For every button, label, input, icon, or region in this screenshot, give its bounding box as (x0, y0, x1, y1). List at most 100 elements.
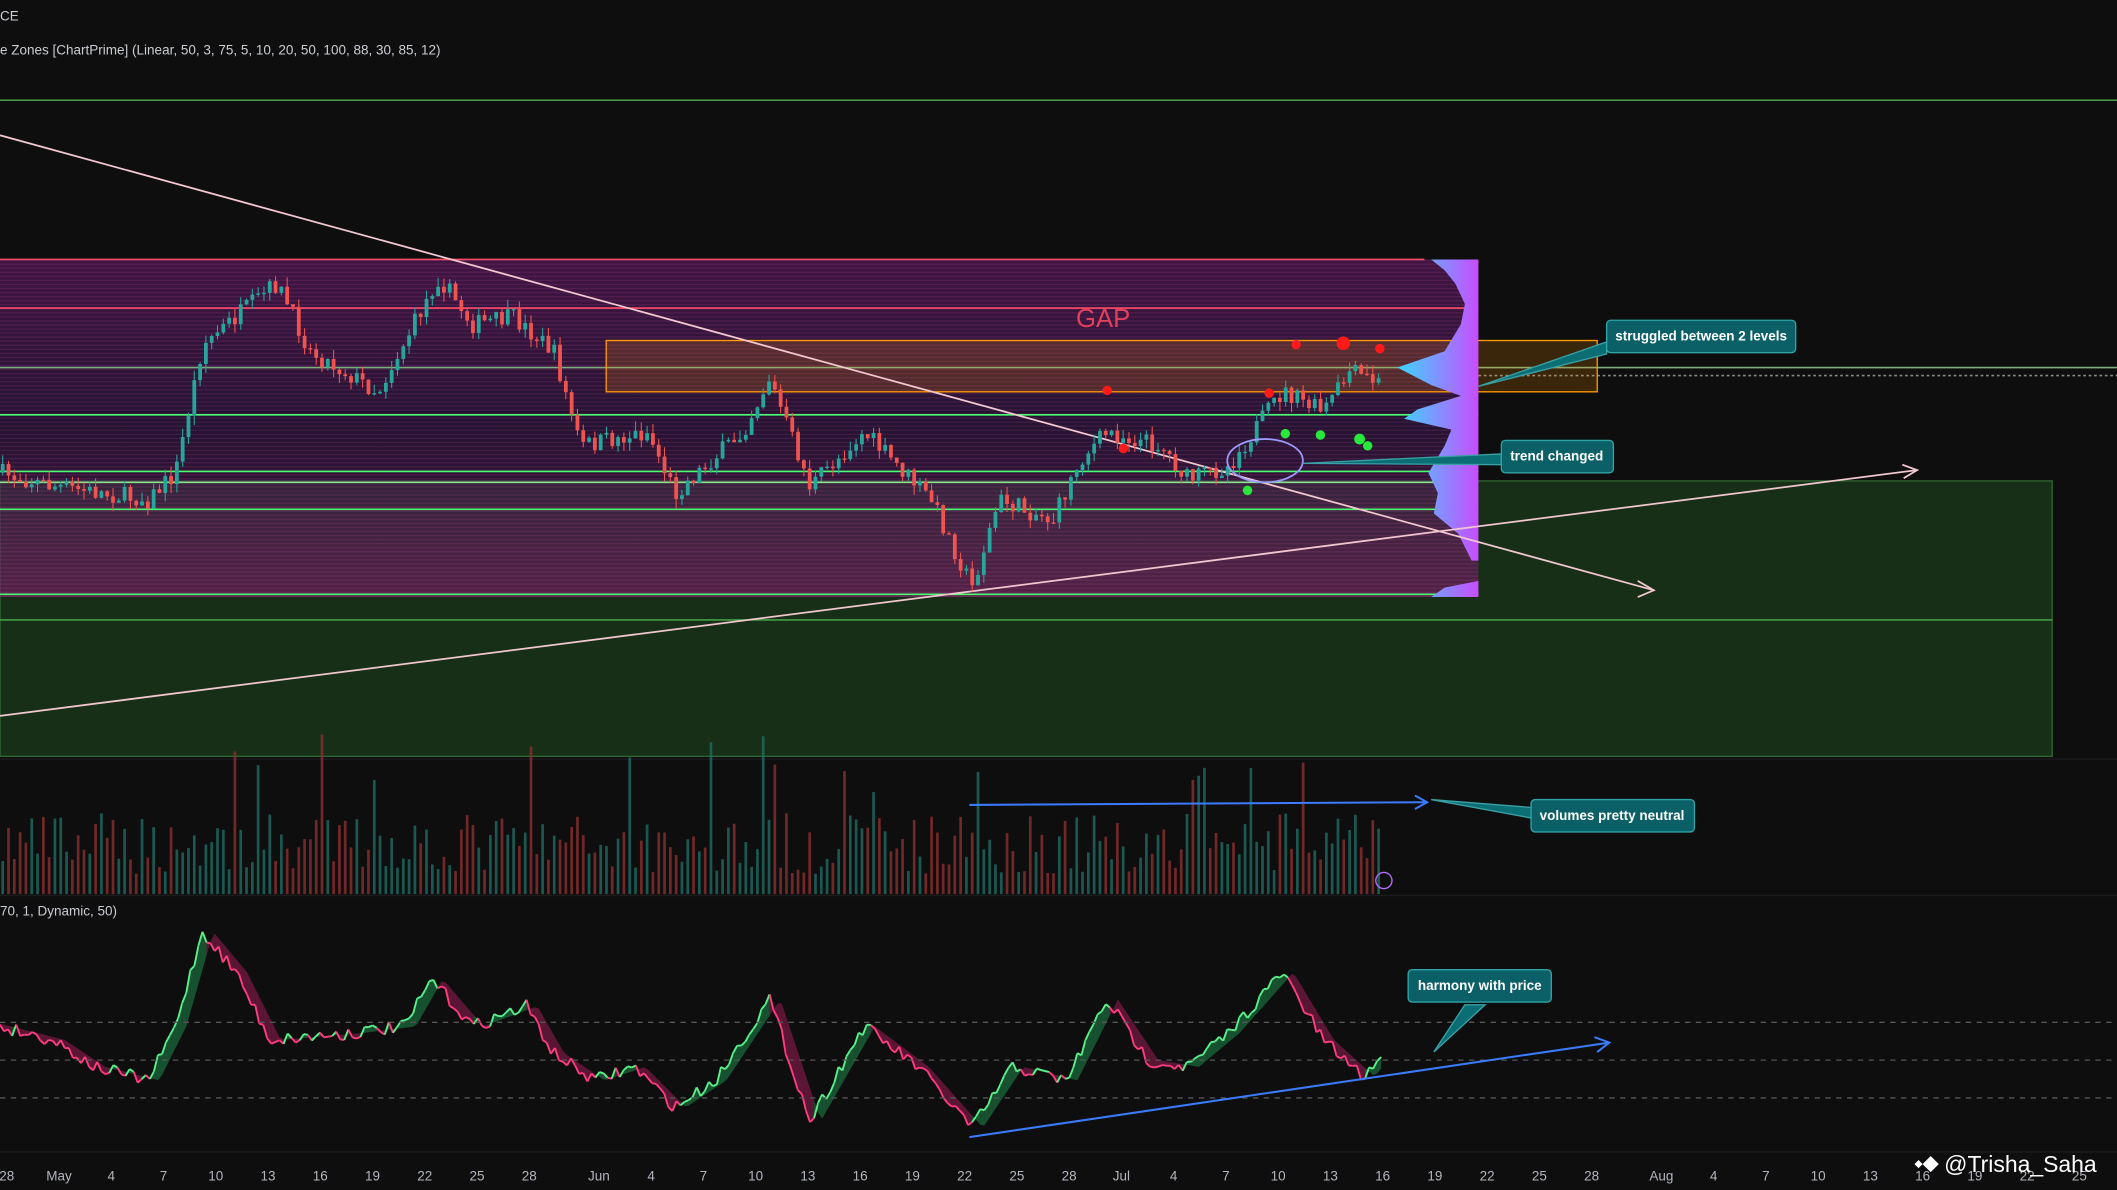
candle (796, 431, 800, 461)
candle (1022, 498, 1027, 513)
volume-bar (477, 847, 481, 895)
volume-bar (1220, 842, 1224, 895)
osc-line (643, 1072, 649, 1079)
callouts: struggled between 2 levels trend changed… (1407, 319, 1797, 1003)
candle (1098, 430, 1102, 444)
candle (64, 481, 69, 485)
candle (505, 309, 510, 325)
osc-fill (1138, 1029, 1143, 1050)
osc-line (1254, 995, 1261, 1010)
highlight-ellipse (1226, 438, 1304, 484)
osc-line (1019, 1068, 1026, 1077)
candle (116, 500, 121, 503)
volume-bar (1017, 871, 1021, 895)
osc-line (942, 1097, 949, 1104)
volume-bar (384, 866, 388, 895)
candle (540, 335, 545, 341)
osc-line (610, 1067, 617, 1080)
volume-bar (506, 834, 510, 895)
candle (923, 481, 928, 491)
osc-line (234, 968, 240, 975)
osc-fill (1126, 1011, 1131, 1031)
candle (1144, 434, 1149, 440)
volume-bar (622, 832, 626, 895)
candle (1092, 443, 1097, 454)
x-tick-label: 16 (853, 1168, 868, 1183)
volume-bar (1365, 858, 1369, 895)
volume-bar (645, 824, 649, 895)
volume-bar (761, 736, 765, 895)
candle (343, 374, 348, 377)
osc-fill (1251, 1009, 1256, 1020)
candle (604, 432, 609, 435)
volume-bar (854, 819, 858, 895)
volume-bar (140, 819, 144, 895)
candle (145, 501, 150, 509)
candle (366, 379, 371, 395)
volume-bar (947, 864, 951, 895)
osc-fill (469, 1010, 474, 1024)
candle (1254, 420, 1259, 443)
osc-line (732, 1045, 738, 1054)
volume-bar (570, 826, 573, 895)
candle (552, 344, 557, 353)
volume-bar (564, 842, 568, 895)
osc-fill (1292, 973, 1297, 993)
candle (1190, 469, 1195, 481)
osc-line (55, 1039, 62, 1047)
volume-bar (674, 855, 678, 895)
osc-line (655, 1083, 661, 1090)
candle (645, 433, 650, 441)
x-tick-label: 10 (1811, 1168, 1826, 1183)
volume-bar (837, 849, 841, 895)
candle (860, 434, 864, 445)
candle (430, 296, 435, 299)
candle (360, 373, 365, 380)
osc-fill (822, 1094, 827, 1119)
volume-bar (378, 835, 382, 895)
osc-line (465, 1016, 471, 1020)
osc-fill (830, 1082, 835, 1105)
volume-bar (413, 825, 417, 895)
volume-bar (105, 837, 109, 895)
x-tick-label: 7 (1762, 1168, 1770, 1183)
osc-line (92, 1061, 99, 1071)
candle (871, 432, 876, 439)
osc-fill (449, 986, 454, 1009)
volume-bar (192, 835, 196, 895)
osc-fill (1198, 1054, 1203, 1067)
candle (407, 335, 411, 347)
osc-line (776, 1017, 783, 1030)
osc-line (635, 1065, 641, 1077)
trend-lines (0, 134, 1920, 717)
candle (18, 479, 23, 482)
osc-line (623, 1065, 629, 1071)
x-tick-label: 7 (700, 1168, 708, 1183)
osc-fill (1271, 976, 1276, 997)
osc-fill (1081, 1039, 1086, 1073)
oscillator-header: 70, 1, Dynamic, 50) (0, 904, 117, 919)
osc-line (1011, 1061, 1018, 1072)
volume-bar (808, 832, 812, 895)
osc-line (352, 1036, 357, 1040)
osc-fill (797, 1052, 802, 1095)
osc-fill (785, 1015, 790, 1065)
osc-fill (968, 1110, 973, 1126)
candle (215, 332, 220, 337)
alert-icon[interactable] (1375, 871, 1393, 890)
osc-line (416, 995, 422, 1000)
watermark-logo (1914, 1155, 1939, 1173)
osc-line (1036, 1067, 1042, 1071)
volume-bar (216, 828, 219, 895)
volume-bar (1354, 814, 1357, 895)
osc-line (420, 989, 427, 998)
candle (256, 293, 261, 295)
osc-line (1040, 1069, 1046, 1072)
osc-line (108, 1064, 115, 1074)
x-tick-label: 25 (1009, 1168, 1024, 1183)
osc-line (1279, 973, 1285, 979)
volume-bar (970, 832, 974, 895)
volume-bar (7, 827, 10, 895)
osc-line (100, 1070, 106, 1075)
